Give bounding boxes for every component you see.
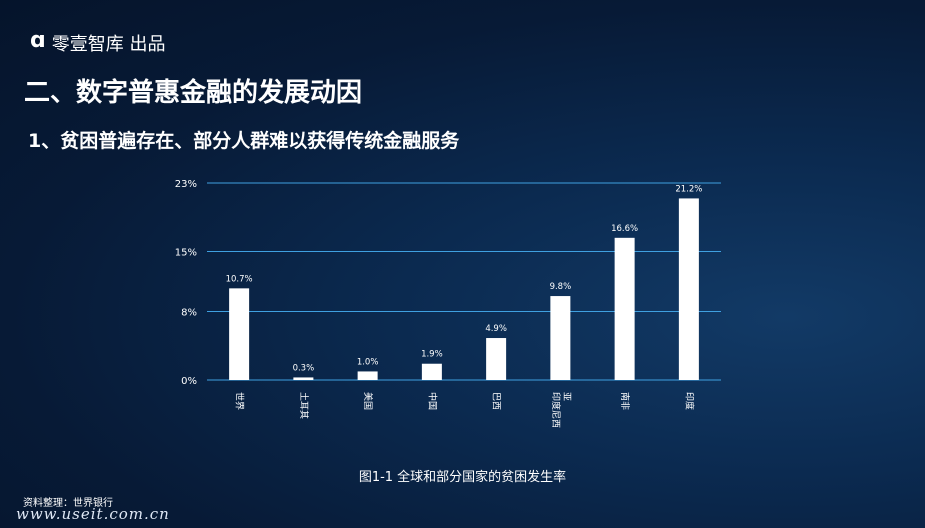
y-tick-label: 8% (181, 307, 197, 318)
data-label: 0.3% (293, 363, 315, 373)
page-title: 二、数字普惠金融的发展动因 (24, 78, 363, 108)
value-labels: 10.7% 0.3% 1.0% 1.9% 4.9% 9.8% 16.6% 21.2% (226, 184, 703, 373)
data-label: 10.7% (226, 274, 253, 284)
watermark: www.useit.com.cn (16, 505, 170, 523)
y-axis-ticks: 0% 8% 15% 23% (175, 179, 197, 387)
bar (357, 371, 378, 380)
chart-bars (229, 198, 699, 380)
x-tick-label: 土耳其 (298, 392, 310, 419)
x-tick-label: 美国 (362, 392, 374, 410)
data-label: 1.0% (357, 357, 379, 367)
bar (678, 198, 699, 380)
bar (421, 363, 442, 380)
data-label: 9.8% (550, 282, 572, 292)
brand-name: 零壹智库 出品 (51, 34, 166, 55)
x-tick-label: 南非 (619, 392, 631, 410)
page-subtitle: 1、贫困普遍存在、部分人群难以获得传统金融服务 (28, 130, 460, 152)
bar (293, 377, 314, 380)
x-tick-label: 世界 (234, 392, 246, 410)
chart-grid (207, 182, 721, 381)
brand-logo-icon: ɑ (30, 28, 46, 53)
x-tick-label: 印度 (683, 392, 695, 410)
x-axis-labels: 世界 土耳其 美国 中国 巴西 印度尼西亚 南非 印度 (234, 392, 696, 428)
bar (614, 237, 635, 380)
bar (229, 288, 250, 380)
x-tick-label: 印度尼西 (550, 392, 562, 428)
bar (550, 296, 571, 380)
y-tick-label: 15% (175, 248, 197, 259)
chart-caption: 图1-1 全球和部分国家的贫困发生率 (358, 470, 567, 485)
brand: ɑ 零壹智库 出品 (30, 30, 165, 56)
data-label: 1.9% (421, 350, 443, 360)
bar (486, 338, 507, 380)
x-tick-label: 巴西 (491, 392, 502, 410)
data-label: 4.9% (485, 324, 507, 334)
x-tick-label: 亚 (561, 392, 572, 401)
y-tick-label: 0% (181, 376, 197, 387)
data-label: 21.2% (675, 184, 702, 194)
data-label: 16.6% (611, 224, 638, 234)
x-tick-label: 中国 (426, 392, 438, 410)
source-note: 资料整理：世界银行 (23, 498, 113, 509)
y-tick-label: 23% (175, 179, 197, 190)
